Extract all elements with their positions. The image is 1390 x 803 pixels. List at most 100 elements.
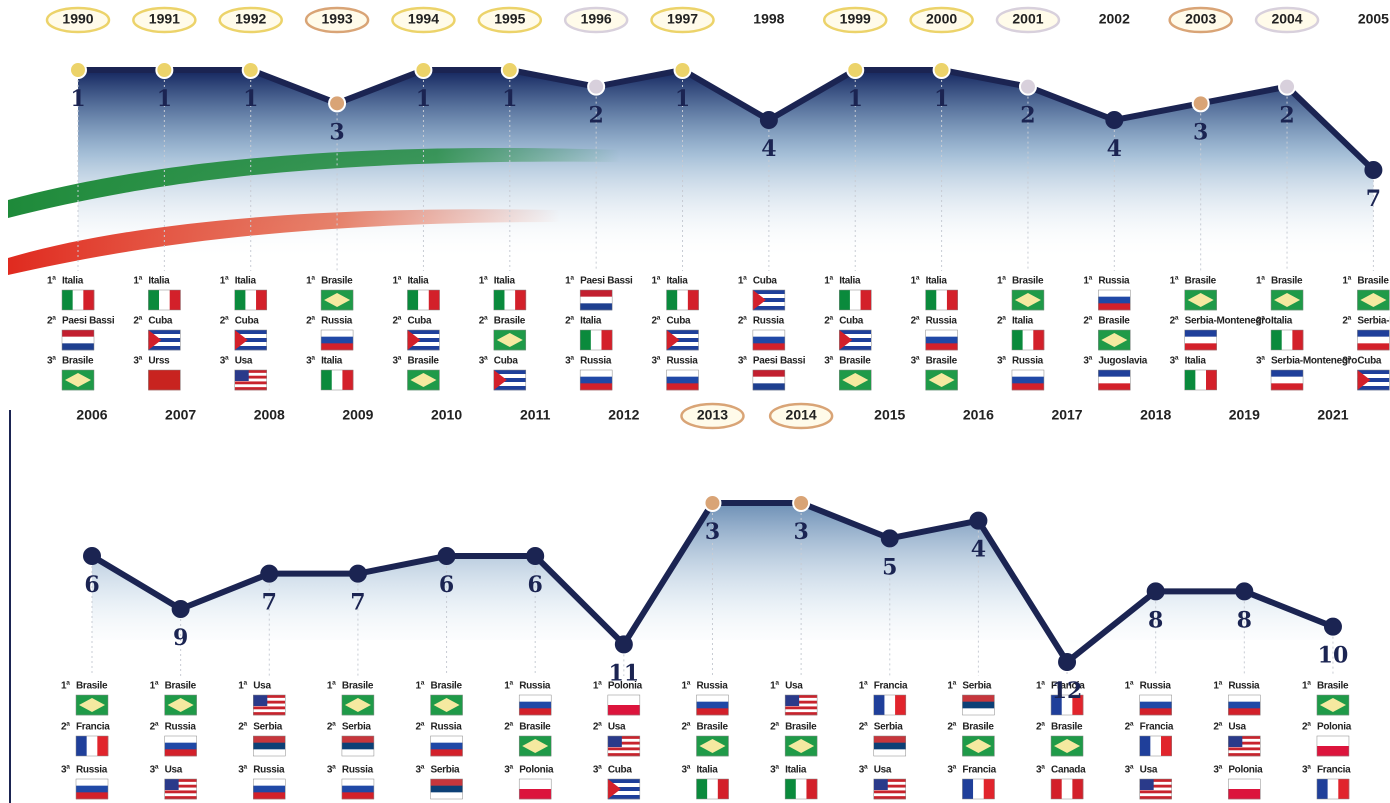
place-label: 3ª (770, 765, 779, 776)
flag-stripe (873, 779, 906, 783)
flag-border (1139, 735, 1172, 757)
rank-dot (1191, 94, 1210, 113)
flag-diamond (324, 293, 351, 307)
place-label: 2ª (738, 316, 747, 327)
place-label: 2ª (306, 316, 315, 327)
flag-stripe (1139, 781, 1172, 786)
flag (925, 369, 958, 391)
place-label: 3ª (1125, 765, 1134, 776)
rank-label: 4 (761, 136, 776, 162)
flag-stripe (795, 779, 807, 799)
place-label: 3ª (392, 356, 401, 367)
flag-triangle (839, 330, 853, 350)
flag-stripe (983, 779, 995, 799)
flag-stripe (580, 383, 613, 391)
place-label: 1ª (1170, 276, 1179, 287)
place-label: 2ª (1342, 316, 1351, 327)
rank-label: 7 (1366, 186, 1381, 212)
place-label: 1ª (61, 681, 70, 692)
flag (752, 329, 786, 351)
team-name: Russia (253, 765, 285, 776)
flag-stripe (1150, 736, 1162, 756)
team-name: Jugoslavia (1098, 356, 1147, 367)
flag-triangle (234, 330, 248, 350)
flag-stripe (164, 784, 197, 788)
flag (873, 735, 907, 757)
team-name: Italia (1185, 356, 1207, 367)
flag (607, 778, 641, 800)
flag-border (696, 778, 729, 800)
flag-stripe (430, 785, 463, 793)
flag-border (75, 778, 109, 800)
team-name: Usa (1228, 722, 1246, 733)
flag-stripe (666, 290, 678, 310)
flag-stripe (234, 387, 267, 391)
flag-stripe (873, 784, 906, 788)
place-label: 3ª (479, 356, 488, 367)
flag-stripe (696, 708, 729, 716)
place-label: 2ª (479, 316, 488, 327)
team-name: Russia (342, 765, 374, 776)
team-name: Paesi Bassi (580, 276, 633, 287)
flag-border (1050, 694, 1084, 716)
flag-border (253, 694, 286, 716)
flag (579, 329, 613, 351)
flag-canton (1139, 779, 1154, 790)
team-name: Polonia (1228, 765, 1263, 776)
year-label: 2000 (926, 11, 957, 27)
flag-stripe (253, 703, 286, 707)
flag-stripe (696, 701, 729, 709)
rank-label: 10 (1318, 643, 1349, 669)
rank-label: 8 (1148, 607, 1163, 633)
rank-dot (155, 61, 174, 79)
place-label: 3ª (1170, 356, 1179, 367)
flag-stripe (256, 290, 268, 310)
flag-triangle (148, 330, 162, 350)
flag (253, 778, 286, 800)
flag (873, 694, 907, 716)
flag-stripe (1357, 382, 1390, 387)
year-label: 2009 (342, 407, 373, 423)
team-name: Francia (962, 765, 996, 776)
flag-stripe (164, 742, 197, 750)
flag-stripe (873, 790, 906, 794)
brush-green (8, 148, 620, 218)
rank-dot (241, 61, 260, 79)
flag-stripe (428, 290, 440, 310)
flag-stripe (493, 386, 526, 391)
flag-stripe (873, 742, 906, 750)
flag-border (518, 735, 552, 757)
team-name: Cuba (148, 316, 173, 327)
place-label: 1ª (652, 276, 661, 287)
flag-stripe (519, 779, 552, 790)
flag-stripe (1228, 738, 1261, 743)
rank-label: 2 (589, 103, 604, 129)
year-label: 1997 (667, 11, 698, 27)
flag (1357, 289, 1390, 311)
flag-stripe (806, 779, 818, 799)
flag-diamond (1014, 293, 1041, 307)
flag-stripe (1161, 736, 1172, 756)
flag-border (752, 289, 786, 311)
flag-stripe (234, 338, 267, 343)
flag-stripe (245, 290, 257, 310)
flag-diamond (1101, 333, 1128, 347)
year-label: 1992 (235, 11, 266, 27)
flag-stripe (666, 334, 699, 339)
flag-stripe (234, 381, 267, 385)
rank-dot (614, 635, 633, 654)
team-name: Serbia (253, 722, 283, 733)
year-label: 2003 (1185, 11, 1216, 27)
flag-stripe (962, 701, 995, 709)
flag (838, 329, 872, 351)
flag-stripe (1139, 787, 1172, 791)
flag-stripe (666, 338, 699, 343)
flag-stripe (1327, 779, 1339, 799)
flag-stripe (342, 370, 354, 390)
flag-stripe (1271, 383, 1304, 391)
flag (962, 778, 995, 800)
flag-border (962, 694, 995, 716)
flag-stripe (76, 792, 108, 800)
flag (164, 694, 197, 716)
